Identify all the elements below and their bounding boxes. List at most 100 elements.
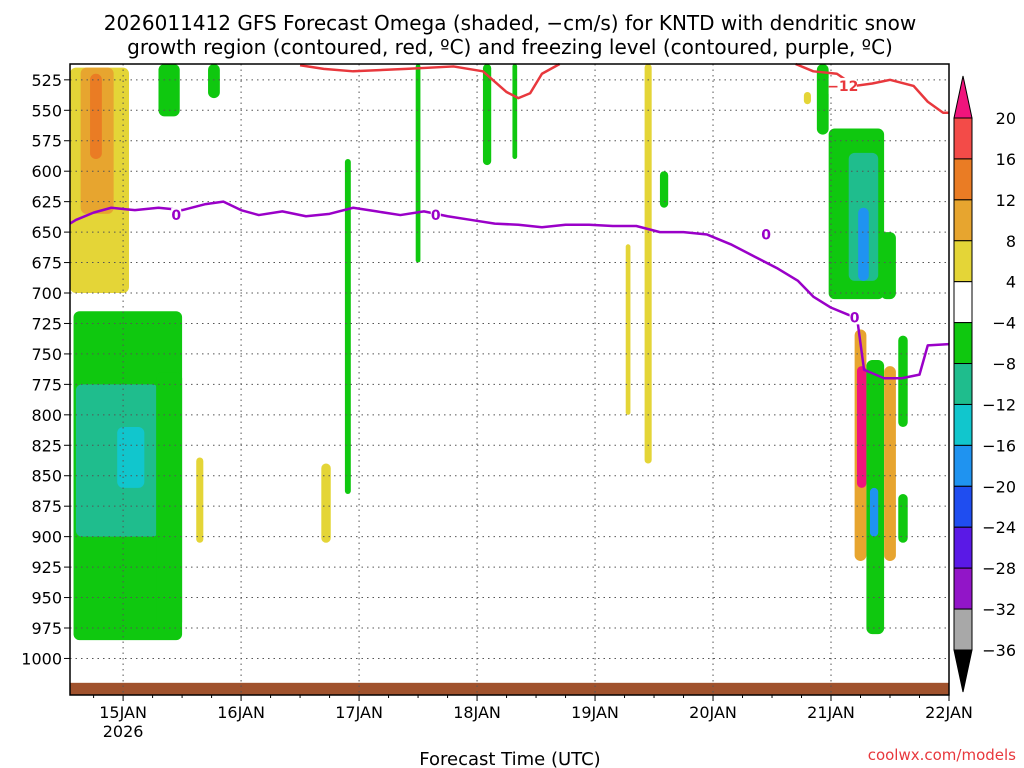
y-tick-label: 900	[31, 528, 62, 547]
colorbar-label: −8	[992, 355, 1016, 374]
colorbar-label: −36	[982, 641, 1016, 660]
colorbar-bin	[953, 485, 973, 528]
omega-shaded-region	[344, 159, 351, 495]
y-tick-label: 750	[31, 345, 62, 364]
colorbar-top-arrow	[953, 75, 973, 119]
terrain-layer	[70, 682, 949, 695]
y-tick-label: 1000	[21, 649, 62, 668]
colorbar: 20 16 12 8 4 −4 −8 −12 −16 −20 −24 −28 −32 −36	[953, 75, 1016, 693]
omega-shaded-region	[659, 171, 669, 208]
colorbar-label: 20	[996, 109, 1016, 128]
credit-link[interactable]: coolwx.com/models	[868, 746, 1016, 764]
y-tick-label: 800	[31, 406, 62, 425]
y-tick-label: 525	[31, 71, 62, 90]
colorbar-label: 16	[996, 150, 1016, 169]
dgz-line	[795, 62, 949, 114]
grid-layer	[70, 64, 950, 695]
x-tick-label: 16JAN	[217, 703, 265, 722]
freezing-level-label-bg	[171, 208, 182, 223]
omega-shaded-region	[208, 64, 220, 99]
x-tick-label: 20JAN	[689, 703, 737, 722]
y-tick-label: 650	[31, 223, 62, 242]
plot-frame	[69, 63, 950, 696]
omega-shaded-region	[415, 64, 421, 263]
freezing-level-label: 0	[171, 208, 181, 224]
omega-shaded-region	[117, 427, 145, 488]
colorbar-bin	[953, 240, 973, 283]
colorbar-label: 4	[1006, 273, 1016, 292]
colorbar-bin	[953, 567, 973, 610]
y-tick-label: 600	[31, 162, 62, 181]
x-tick-label: 18JAN	[453, 703, 501, 722]
colorbar-label: −12	[982, 395, 1016, 414]
colorbar-label: 12	[996, 191, 1016, 210]
colorbar-bin	[953, 403, 973, 446]
freezing-level-label: 0	[850, 310, 860, 326]
contour-layer: 0 0 0 0 −12	[69, 62, 950, 380]
omega-shaded-region	[898, 494, 908, 543]
chart-title-line-1: 2026011412 GFS Forecast Omega (shaded, −…	[104, 11, 917, 35]
y-tick-label: 550	[31, 101, 62, 120]
omega-shaded-region	[858, 207, 869, 281]
colorbar-bin	[953, 444, 973, 487]
freezing-level-label: 0	[431, 208, 441, 224]
omega-shaded-region	[803, 92, 811, 105]
y-tick-label: 875	[31, 497, 62, 516]
omega-shaded-region	[898, 335, 908, 428]
colorbar-label: −4	[992, 314, 1016, 333]
omega-shaded-region	[880, 232, 896, 300]
omega-shaded-region	[196, 457, 204, 543]
y-tick-label: 850	[31, 467, 62, 486]
y-tick-label: 675	[31, 254, 62, 273]
y-tick-label: 775	[31, 375, 62, 394]
chart-title-line-2: growth region (contoured, red, ºC) and f…	[127, 35, 893, 59]
omega-shading-layer	[70, 64, 908, 641]
x-tick-label: 19JAN	[571, 703, 619, 722]
freezing-level-line	[69, 200, 950, 380]
x-tick-label: 22JAN	[925, 703, 973, 722]
colorbar-bin	[953, 322, 973, 365]
colorbar-bin	[953, 158, 973, 201]
y-tick-label: 700	[31, 284, 62, 303]
y-tick-label: 925	[31, 558, 62, 577]
y-tick-label: 575	[31, 132, 62, 151]
freezing-level-label-bg	[849, 310, 860, 325]
colorbar-label: −24	[982, 518, 1016, 537]
x-tick-label: 15JAN	[99, 703, 147, 722]
omega-shaded-region	[644, 64, 652, 464]
colorbar-label: −28	[982, 559, 1016, 578]
omega-shaded-region	[156, 372, 183, 629]
freezing-level-label-bg	[761, 227, 772, 242]
x-axis-label: Forecast Time (UTC)	[419, 749, 600, 768]
y-axis: 525 550 575 600 625 650 675 700 725 750 775 800 825 8…	[21, 71, 70, 668]
y-tick-label: 725	[31, 314, 62, 333]
colorbar-bin	[953, 281, 973, 324]
colorbar-bin	[953, 117, 973, 160]
omega-shaded-region	[816, 64, 829, 135]
colorbar-label: −20	[982, 477, 1016, 496]
colorbar-bin	[953, 363, 973, 405]
omega-shaded-region	[321, 463, 331, 543]
dgz-label: −12	[827, 79, 858, 95]
y-tick-label: 950	[31, 589, 62, 608]
colorbar-label: −16	[982, 436, 1016, 455]
dgz-line	[299, 62, 561, 100]
omega-shaded-region	[158, 64, 180, 117]
freezing-level-label: 0	[761, 228, 771, 244]
x-tick-sublabel: 2026	[103, 722, 144, 741]
omega-shaded-region	[512, 64, 518, 160]
omega-shaded-region	[625, 244, 631, 415]
y-tick-label: 625	[31, 193, 62, 212]
y-tick-label: 825	[31, 436, 62, 455]
freezing-level-label-bg	[430, 208, 441, 223]
omega-shaded-region	[869, 487, 879, 537]
plot-background	[70, 64, 949, 695]
colorbar-bin	[953, 526, 973, 569]
omega-shaded-region	[482, 64, 492, 166]
y-tick-label: 975	[31, 619, 62, 638]
colorbar-bin	[953, 199, 973, 242]
colorbar-bottom-arrow	[953, 649, 973, 693]
colorbar-label: 8	[1006, 232, 1016, 251]
